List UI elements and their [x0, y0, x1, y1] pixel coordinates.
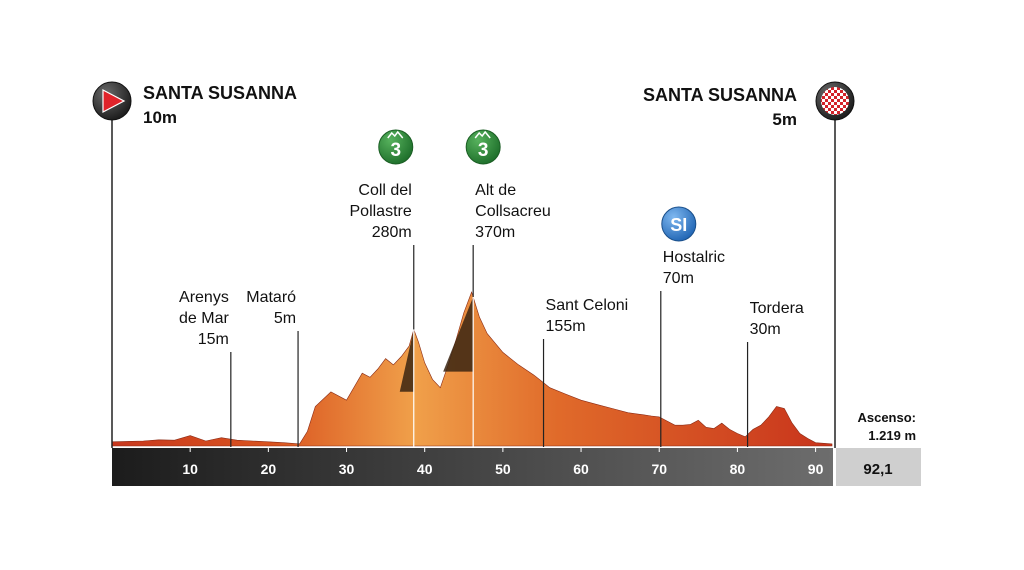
x-tick-label: 90 [808, 461, 824, 477]
waypoint-name: Alt de [475, 182, 516, 199]
climb-category-label: 3 [390, 140, 401, 161]
waypoint-altitude: 370m [475, 224, 515, 241]
finish-altitude: 5m [772, 110, 797, 129]
waypoint-name: Sant Celoni [546, 297, 629, 314]
climb-shades [399, 296, 474, 392]
start-altitude: 10m [143, 108, 177, 127]
sprint-badge-label: SI [670, 215, 687, 235]
waypoint-name: Pollastre [350, 203, 412, 220]
x-tick-label: 50 [495, 461, 511, 477]
x-tick-label: 30 [339, 461, 355, 477]
x-axis-ticks: 10 20 30 40 50 60 70 80 90 [182, 448, 824, 477]
waypoint-name: Tordera [750, 300, 804, 317]
x-tick-label: 70 [651, 461, 667, 477]
waypoints: Arenys de Mar 15m Mataró 5m Coll del Pollastre… [179, 129, 804, 447]
intermediate-sprint-icon: SI [661, 206, 697, 242]
climb-category-icon: 3 [465, 129, 501, 165]
waypoint-coll-del-pollastre: Coll del Pollastre 280m 3 [350, 129, 415, 447]
x-tick-label: 80 [730, 461, 746, 477]
waypoint-altitude: 280m [372, 224, 412, 241]
finish-town-name: SANTA SUSANNA [643, 85, 797, 105]
ascent-value: 1.219 m [868, 428, 916, 443]
total-distance-box [836, 448, 921, 486]
checkered-finish-icon [815, 81, 855, 121]
waypoint-name: Coll del [358, 182, 411, 199]
x-tick-label: 10 [182, 461, 198, 477]
waypoint-altitude: 5m [274, 310, 296, 327]
start-flag-icon [92, 81, 132, 121]
waypoint-hostalric: Hostalric 70m SI [660, 206, 725, 447]
waypoint-sant-celoni: Sant Celoni 155m [542, 297, 629, 447]
climb-category-icon: 3 [378, 129, 414, 165]
distance-axis-bar [112, 448, 833, 486]
waypoint-name: Collsacreu [475, 203, 551, 220]
waypoint-altitude: 30m [750, 321, 781, 338]
x-tick-label: 20 [261, 461, 277, 477]
x-tick-label: 40 [417, 461, 433, 477]
climb-shade [443, 296, 474, 372]
start-town-name: SANTA SUSANNA [143, 83, 297, 103]
waypoint-name: de Mar [179, 310, 229, 327]
waypoint-altitude: 70m [663, 270, 694, 287]
waypoint-tordera: Tordera 30m [746, 300, 804, 447]
total-distance-value: 92,1 [863, 461, 892, 478]
waypoint-name: Arenys [179, 289, 229, 306]
waypoint-arenys-de-mar: Arenys de Mar 15m [179, 289, 232, 447]
ascent-label: Ascenso: [857, 410, 916, 425]
waypoint-name: Mataró [246, 289, 296, 306]
climb-shade [399, 329, 414, 392]
waypoint-alt-de-collsacreu: Alt de Collsacreu 370m 3 [465, 129, 551, 447]
waypoint-name: Hostalric [663, 249, 725, 266]
waypoint-matar-: Mataró 5m [246, 289, 299, 447]
x-tick-label: 60 [573, 461, 589, 477]
waypoint-altitude: 155m [546, 318, 586, 335]
climb-category-label: 3 [478, 140, 489, 161]
waypoint-altitude: 15m [198, 331, 229, 348]
